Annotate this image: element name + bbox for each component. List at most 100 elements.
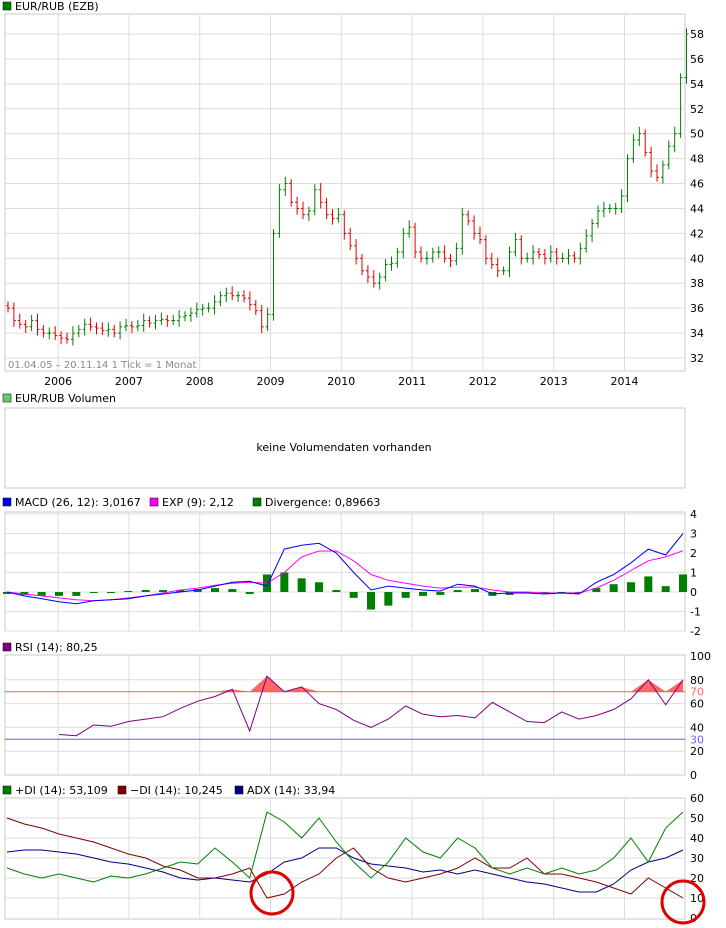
divergence-bar [679,574,687,592]
ohlc-bar [430,247,435,263]
ohlc-bar [360,253,364,276]
divergence-bar [107,592,115,593]
ohlc-bar [88,317,93,332]
price-y-tick-label: 50 [690,128,704,141]
exp-legend-swatch [149,497,159,507]
ohlc-bar [389,256,394,271]
divergence-bar [349,592,358,598]
price-y-tick-label: 46 [690,178,704,191]
y-tick-label: 50 [690,812,704,825]
ohlc-bar [23,319,28,334]
ohlc-bar [560,252,565,263]
ohlc-bar [183,311,187,322]
y-tick-label: 60 [690,792,704,805]
plus-di-line [6,811,684,883]
ohlc-bar [371,270,376,288]
ohlc-bar [330,209,335,225]
ohlc-bar [124,318,128,332]
divergence-bar [37,592,46,596]
ohlc-bar [65,332,69,344]
ohlc-bar [6,301,10,313]
ohlc-bar [566,248,571,265]
ohlc-bar [478,226,482,244]
divergence-bar [280,572,289,592]
ohlc-bar [542,248,547,265]
y-tick-label: 80 [690,674,704,687]
ohlc-bar [448,253,453,268]
year-tick-label: 2010 [327,375,355,388]
ohlc-bar [672,126,677,153]
ohlc-bar [206,302,211,313]
divergence-bar [72,592,81,596]
ohlc-bar [153,315,158,330]
ohlc-bar [377,272,382,290]
ohlc-bar [295,196,300,215]
macd-legend: MACD (26, 12): 3,0167 [15,496,141,509]
volume-plot-area [4,407,686,489]
price-y-tick-label: 58 [690,28,704,41]
price-y-tick-label: 44 [690,202,704,215]
y-tick-label: 40 [690,832,704,845]
y-tick-label: 10 [690,892,704,905]
divergence-bar [419,592,427,596]
macd-legend-swatch [2,497,12,507]
ohlc-bar [247,291,252,311]
ohlc-bar [165,315,170,327]
ohlc-bar [601,201,606,218]
ohlc-bar [584,229,589,253]
ohlc-bar [495,257,500,277]
ohlc-bar [596,205,600,228]
ohlc-bar [348,227,353,251]
ohlc-bar [519,235,524,265]
ohlc-bar [76,324,81,338]
price-legend-swatch [2,1,12,11]
year-tick-label: 2007 [115,375,143,388]
ohlc-bar [129,321,134,334]
y-tick-label: 70 [690,686,704,699]
year-tick-label: 2012 [469,375,497,388]
y-tick-label: 60 [690,698,704,711]
ohlc-bar [147,316,152,328]
divergence-bar [627,582,635,592]
ohlc-bar [483,235,488,265]
y-tick-label: 1 [690,567,697,580]
ohlc-bar [318,182,323,209]
ohlc-bar [466,210,471,226]
ohlc-bar [47,327,52,340]
y-tick-label: 20 [690,745,704,758]
y-tick-label: -2 [690,625,701,638]
ohlc-bar [188,307,193,322]
divergence-bar [176,590,185,592]
ohlc-bar [619,189,624,213]
year-tick-label: 2006 [44,375,72,388]
divergence-legend: Divergence: 0,89663 [265,496,380,509]
ohlc-bar [289,179,294,207]
ohlc-bar [413,222,418,259]
ohlc-bar [637,126,642,147]
divergence-bar [211,588,219,592]
divergence-bar [55,592,63,596]
ohlc-bar [224,287,229,302]
y-tick-label: 40 [690,721,704,734]
ohlc-bar [82,318,87,336]
overbought-area [232,689,250,692]
price-plot-area [4,13,686,372]
ohlc-bar [159,312,164,325]
ohlc-bar [17,313,22,329]
ohlc-bar [395,247,400,268]
ohlc-bar [678,73,683,139]
ohlc-bar [218,291,223,307]
ohlc-bar [100,322,105,335]
ohlc-bar [507,246,512,277]
ohlc-bar [424,251,429,265]
ohlc-bar [35,313,40,336]
divergence-bar [367,592,375,610]
price-legend: EUR/RUB (EZB) [15,0,99,13]
ohlc-bar [135,319,140,332]
minus-di-legend: −DI (14): 10,245 [130,784,223,797]
ohlc-bar [655,164,659,182]
exp-legend: EXP (9): 2,12 [162,496,234,509]
volume-panel: EUR/RUB Volumen keine Volumendaten vorha… [2,392,686,489]
ohlc-bar [342,210,347,240]
